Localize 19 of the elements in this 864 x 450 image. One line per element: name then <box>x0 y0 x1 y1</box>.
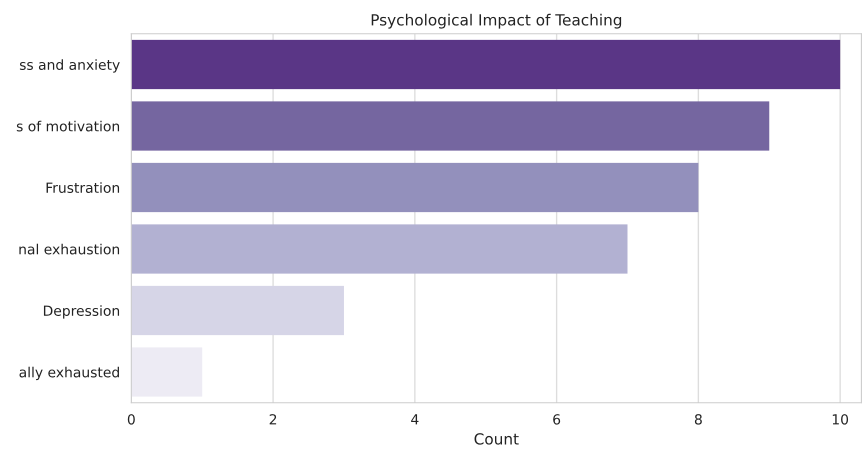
x-tick-label: 2 <box>270 414 276 424</box>
x-tick-label: 10 <box>832 414 848 425</box>
bar <box>131 347 202 397</box>
x-tick-label: 4 <box>411 414 418 424</box>
x-axis-title: Count <box>474 433 519 445</box>
y-tick-label: ss and anxiety <box>20 59 120 73</box>
bar <box>131 101 770 151</box>
chart-title: Psychological Impact of Teaching <box>372 14 622 29</box>
x-tick-label: 0 <box>128 414 135 425</box>
y-tick-label: Depression <box>44 305 120 319</box>
x-tick-label: 8 <box>694 414 702 425</box>
bar <box>131 162 698 212</box>
y-tick-label: ally exhausted <box>20 366 119 380</box>
bar <box>131 224 628 274</box>
y-tick-label: s of motivation <box>16 120 120 132</box>
y-tick-label: Frustration <box>46 182 120 193</box>
y-tick-label: nal exhaustion <box>19 244 120 254</box>
bar <box>131 40 840 90</box>
x-tick-label: 6 <box>553 414 560 425</box>
